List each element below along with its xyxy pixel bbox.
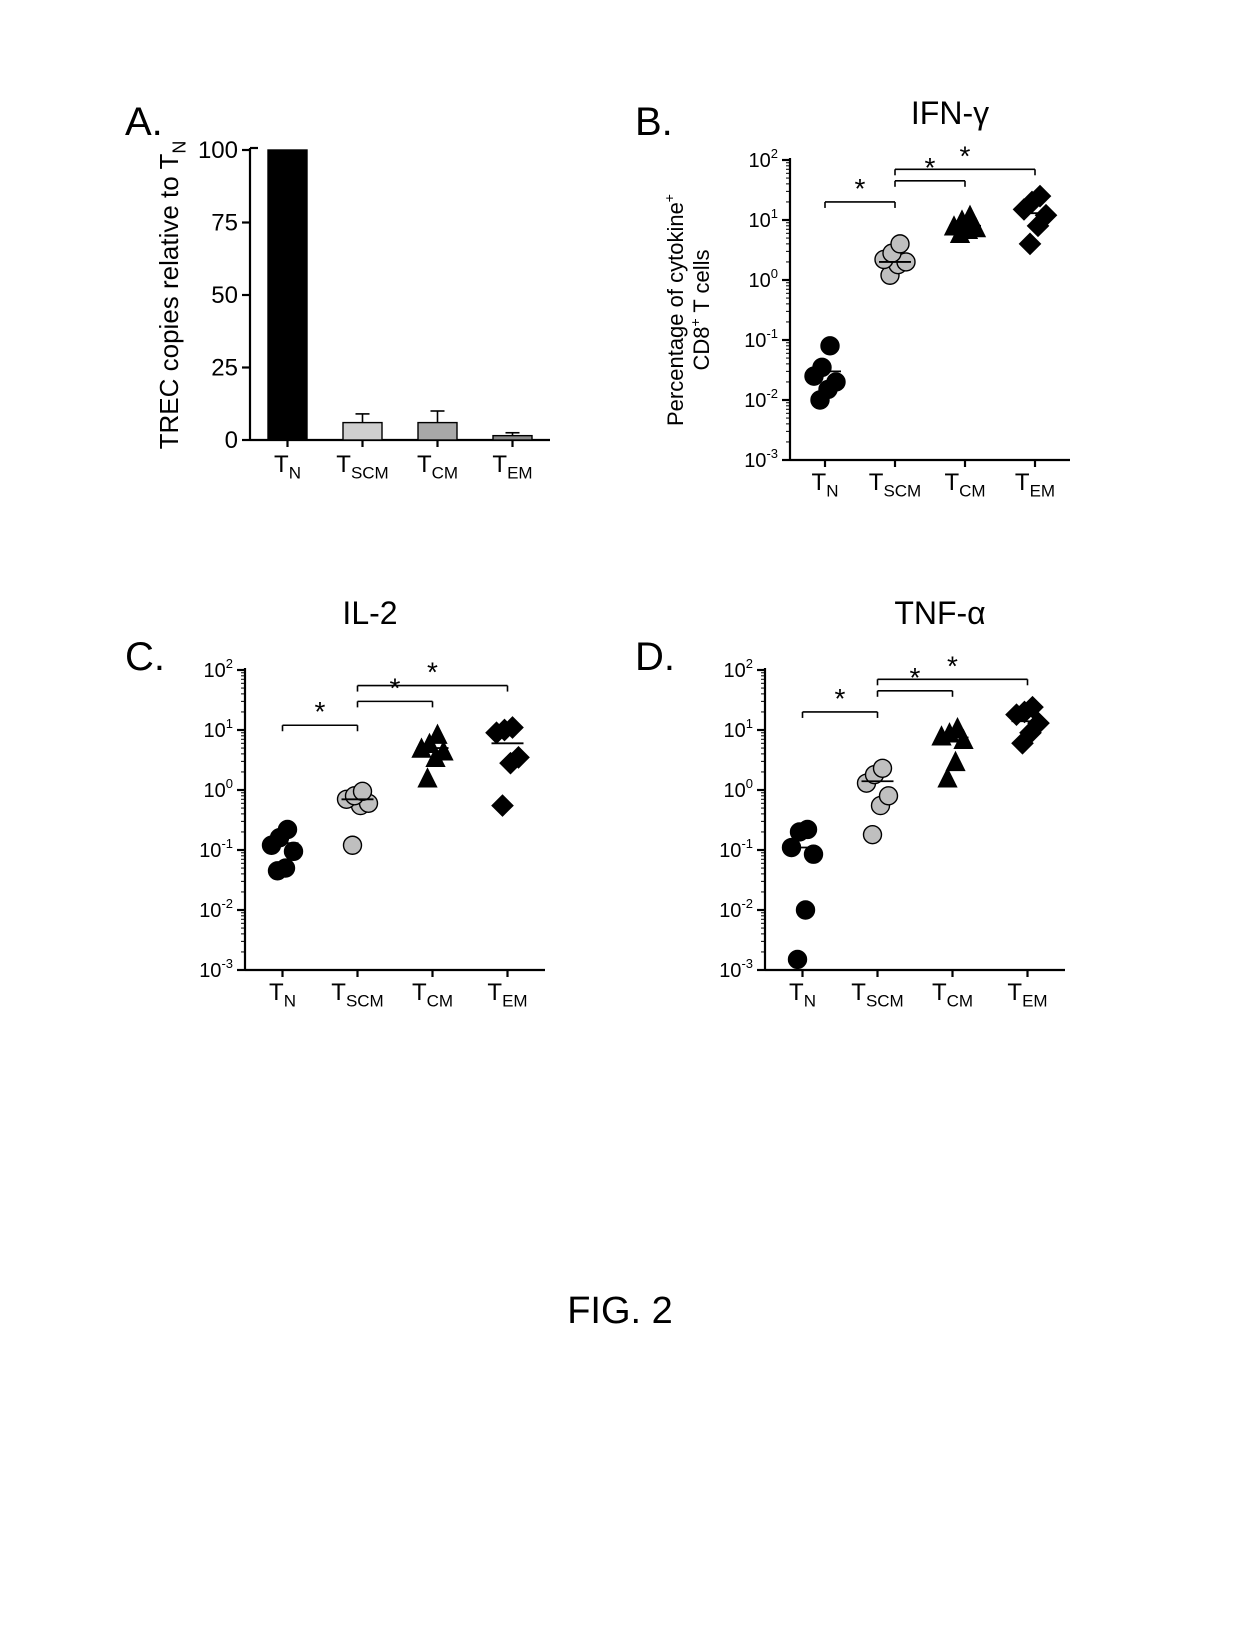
- svg-text:102: 102: [724, 656, 753, 682]
- svg-text:10-1: 10-1: [744, 326, 778, 352]
- svg-text:TN: TN: [789, 979, 816, 1011]
- svg-text:100: 100: [749, 266, 778, 292]
- svg-text:10-3: 10-3: [719, 956, 753, 982]
- svg-text:10-3: 10-3: [199, 956, 233, 982]
- panel-c-chart: 10-3 10-2 10-1 100 101 102 TN TSCM TCM TEM * * *: [140, 640, 580, 1040]
- svg-text:TN: TN: [269, 979, 296, 1011]
- svg-text:TCM: TCM: [417, 451, 458, 483]
- svg-text:*: *: [390, 672, 401, 703]
- figure-2: A. 0255075100TREC copies relative to TNT…: [140, 130, 1100, 1150]
- svg-text:TSCM: TSCM: [851, 979, 903, 1011]
- svg-text:TEM: TEM: [1015, 469, 1055, 501]
- panel-d-title: TNF-α: [840, 595, 1040, 632]
- svg-text:TSCM: TSCM: [336, 451, 388, 483]
- svg-text:*: *: [427, 657, 438, 688]
- svg-text:TN: TN: [274, 451, 301, 483]
- panel-d-chart: 10-3 10-2 10-1 100 101 102 TN TSCM TCM TEM * * *: [660, 640, 1100, 1040]
- svg-text:101: 101: [749, 206, 778, 232]
- svg-text:102: 102: [749, 146, 778, 172]
- svg-text:TCM: TCM: [932, 979, 973, 1011]
- panel-b-chart: 10-3 10-2 10-1 100 101 102 Percentage of cytok…: [660, 130, 1100, 530]
- svg-text:10-2: 10-2: [199, 896, 233, 922]
- panel-c: C. IL-2 10-310-210-1100101102TNTSCMTCMTE…: [140, 640, 580, 1040]
- svg-text:100: 100: [724, 776, 753, 802]
- svg-text:*: *: [960, 140, 971, 171]
- svg-text:101: 101: [204, 716, 233, 742]
- svg-text:TSCM: TSCM: [331, 979, 383, 1011]
- svg-text:10-2: 10-2: [719, 896, 753, 922]
- top-row: A. 0255075100TREC copies relative to TNT…: [140, 130, 1100, 530]
- svg-text:10-1: 10-1: [719, 836, 753, 862]
- svg-text:*: *: [910, 662, 921, 693]
- svg-text:50: 50: [211, 282, 238, 309]
- svg-text:101: 101: [724, 716, 753, 742]
- figure-caption: FIG. 2: [0, 1290, 1240, 1333]
- svg-text:102: 102: [204, 656, 233, 682]
- svg-text:TEM: TEM: [487, 979, 527, 1011]
- svg-text:TSCM: TSCM: [869, 469, 921, 501]
- panel-a-chart: 0 25 50 75 100 TREC copies relative to TN TN TS…: [140, 130, 580, 510]
- panel-b-title: IFN-γ: [840, 95, 1060, 132]
- svg-text:0: 0: [225, 427, 238, 454]
- svg-text:*: *: [925, 152, 936, 183]
- panel-b-label: B.: [635, 100, 673, 145]
- svg-text:10-2: 10-2: [744, 386, 778, 412]
- svg-text:TEM: TEM: [492, 451, 532, 483]
- svg-text:10-3: 10-3: [744, 446, 778, 472]
- svg-text:TEM: TEM: [1007, 979, 1047, 1011]
- svg-text:Percentage of cytokine+: Percentage of cytokine+: [661, 194, 688, 426]
- panel-c-label: C.: [125, 635, 165, 680]
- panel-d-label: D.: [635, 635, 675, 680]
- panel-b: B. IFN-γ 10-310-210-1100101102Percentage…: [660, 130, 1100, 530]
- svg-text:*: *: [947, 650, 958, 681]
- svg-text:TCM: TCM: [944, 469, 985, 501]
- svg-text:*: *: [315, 696, 326, 727]
- svg-text:TCM: TCM: [412, 979, 453, 1011]
- svg-text:TREC copies relative to TN: TREC copies relative to TN: [154, 141, 189, 450]
- svg-text:10-1: 10-1: [199, 836, 233, 862]
- svg-text:100: 100: [204, 776, 233, 802]
- panel-c-title: IL-2: [290, 595, 450, 632]
- panel-a: A. 0255075100TREC copies relative to TNT…: [140, 130, 580, 510]
- svg-text:100: 100: [198, 137, 238, 164]
- svg-text:75: 75: [211, 210, 238, 237]
- panel-d: D. TNF-α 10-310-210-1100101102TNTSCMTCMT…: [660, 640, 1100, 1040]
- svg-text:CD8+ T cells: CD8+ T cells: [687, 249, 714, 370]
- svg-text:*: *: [855, 173, 866, 204]
- svg-text:25: 25: [211, 355, 238, 382]
- svg-text:TN: TN: [812, 469, 839, 501]
- panel-a-label: A.: [125, 100, 163, 145]
- svg-text:*: *: [835, 683, 846, 714]
- bottom-row: C. IL-2 10-310-210-1100101102TNTSCMTCMTE…: [140, 640, 1100, 1040]
